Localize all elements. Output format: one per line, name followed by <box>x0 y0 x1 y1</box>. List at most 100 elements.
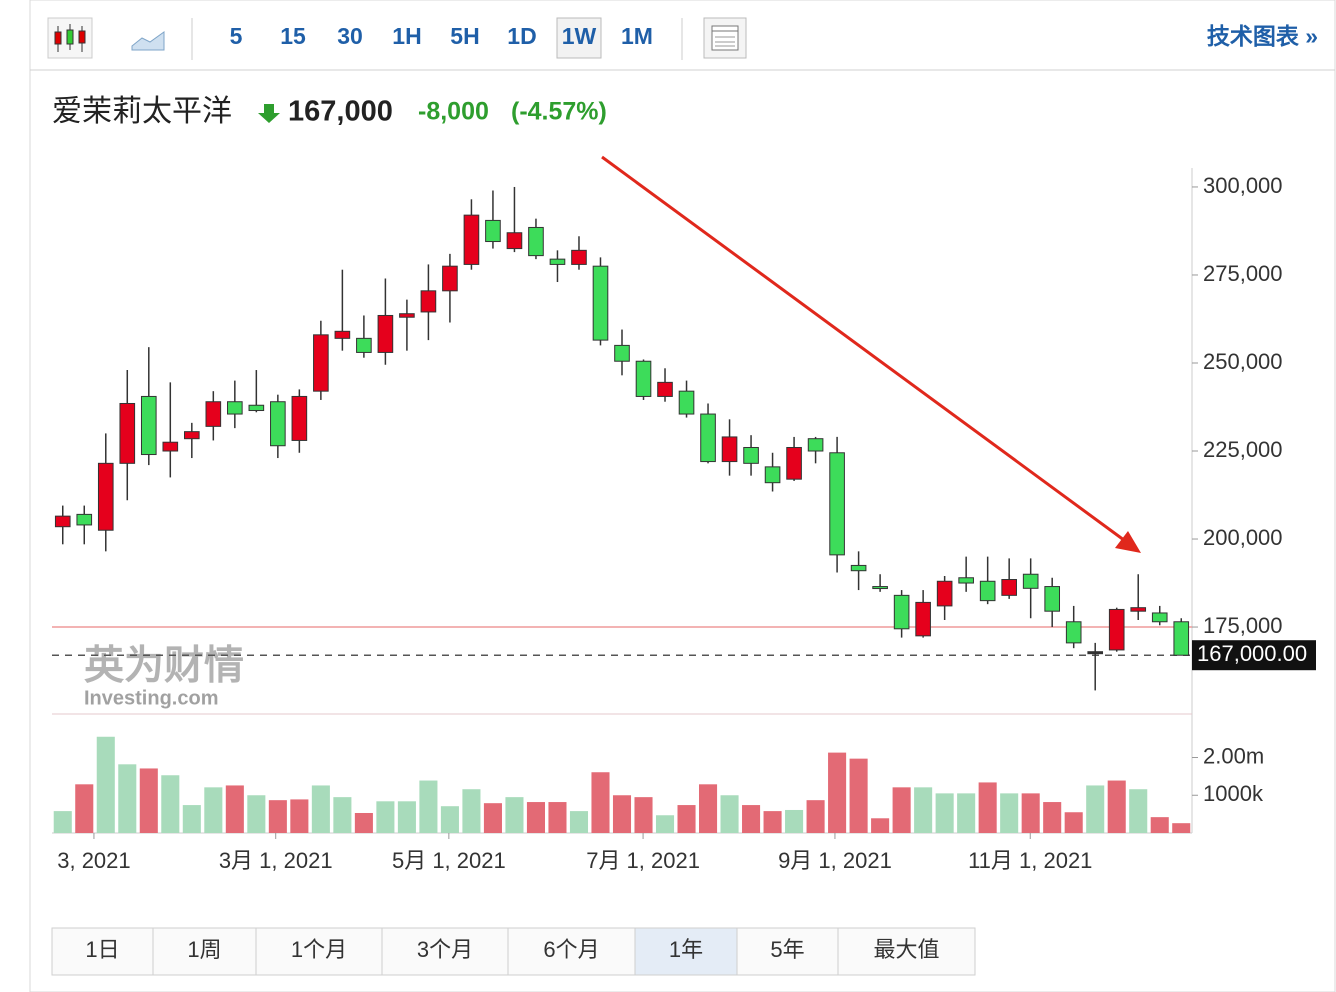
candle-body <box>807 438 824 452</box>
range-button[interactable] <box>381 927 509 976</box>
volume-bar <box>978 782 997 833</box>
volume-bar <box>139 768 158 833</box>
change: -8,000 <box>418 98 489 126</box>
candle-body <box>162 441 179 452</box>
volume-bar <box>720 795 739 833</box>
change-percent: (-4.57%) <box>511 98 607 126</box>
x-tick-label: 9月 1, 2021 <box>778 848 892 873</box>
volume-bar <box>397 801 416 833</box>
volume-bar <box>53 811 72 833</box>
x-tick-label: 7月 1, 2021 <box>586 848 700 873</box>
watermark-brand: 英为财情 <box>84 644 244 688</box>
interval-button[interactable]: 1D <box>507 23 536 49</box>
interval-button[interactable]: 30 <box>337 23 363 49</box>
candle-body <box>1044 586 1061 612</box>
volume-bar <box>1021 793 1040 833</box>
y-tick-label: 200,000 <box>1203 525 1283 550</box>
candle-body <box>786 446 802 480</box>
range-label[interactable]: 1日 <box>85 937 119 962</box>
volume-bar <box>440 806 459 833</box>
volume-bar <box>354 812 373 833</box>
candle-body <box>485 219 501 243</box>
panel <box>29 0 1336 992</box>
volume-bar <box>935 793 954 833</box>
volume-bar <box>828 752 847 833</box>
candle-body <box>205 401 222 427</box>
volume-bar <box>914 787 933 833</box>
range-label[interactable]: 1周 <box>187 937 221 962</box>
candle-body <box>571 249 587 265</box>
interval-button[interactable]: 5H <box>450 23 479 49</box>
interval-button[interactable]: 5 <box>230 23 243 49</box>
candle-body <box>936 580 953 607</box>
volume-bar <box>849 758 868 833</box>
candle-body <box>76 513 93 526</box>
candle-body <box>248 404 265 412</box>
candle-body <box>140 395 157 456</box>
volume-bar <box>75 784 94 833</box>
candle-body <box>850 564 867 572</box>
range-button[interactable] <box>152 927 257 976</box>
y-tick-label: 250,000 <box>1203 349 1283 374</box>
x-tick-label: 5月 1, 2021 <box>392 848 506 873</box>
range-button[interactable] <box>837 927 976 976</box>
last-price-box <box>1192 640 1316 671</box>
range-label[interactable]: 5年 <box>770 937 804 962</box>
volume-bar <box>591 772 610 833</box>
trend-arrowhead <box>1115 531 1141 553</box>
volume-bar <box>763 811 782 833</box>
interval-active-box <box>556 17 602 59</box>
candle-body <box>657 381 673 397</box>
volume-bar <box>268 800 287 833</box>
volume-bar <box>1172 823 1191 833</box>
range-label[interactable]: 1个月 <box>291 937 347 962</box>
range-label[interactable]: 6个月 <box>543 937 599 962</box>
candle-body <box>442 265 458 292</box>
range-button[interactable] <box>634 927 738 976</box>
candle-body <box>356 337 372 353</box>
volume-bar <box>526 802 545 833</box>
candle-body <box>463 214 480 265</box>
candle-body <box>979 580 996 602</box>
range-button[interactable] <box>507 927 636 976</box>
range-button[interactable] <box>51 927 154 976</box>
candle-body <box>1022 573 1039 589</box>
volume-bar <box>118 764 137 833</box>
volume-bar <box>785 809 804 833</box>
watermark-site: Investing.com <box>84 687 218 709</box>
candle-body <box>635 360 652 397</box>
interval-button[interactable]: 1H <box>392 23 421 49</box>
range-label[interactable]: 3个月 <box>417 937 473 962</box>
candle-body <box>915 601 931 637</box>
line-icon-button[interactable] <box>131 31 165 51</box>
candle-icon-button[interactable] <box>47 17 93 59</box>
candle-body <box>700 413 716 463</box>
y-tick-label: 225,000 <box>1203 437 1283 462</box>
y-tick-label: 275,000 <box>1203 261 1283 286</box>
candle-body <box>1065 621 1082 644</box>
candle-body <box>893 594 910 630</box>
volume-tick-label: 2.00m <box>1203 743 1264 768</box>
volume-bar <box>182 805 201 833</box>
volume-bar <box>483 803 502 833</box>
chart-link[interactable]: 技术图表 » <box>1207 23 1318 49</box>
volume-bar <box>892 787 911 833</box>
interval-button[interactable]: 1M <box>621 23 653 49</box>
candle-body <box>506 232 523 250</box>
range-label[interactable]: 最大值 <box>873 937 939 962</box>
trend-arrow <box>601 155 1129 545</box>
volume-bar <box>569 811 589 833</box>
candle-body <box>958 577 974 584</box>
interval-button[interactable]: 15 <box>280 23 306 49</box>
table-icon-button[interactable] <box>703 17 747 59</box>
candle-body <box>1087 651 1104 655</box>
interval-button[interactable]: 1W <box>562 23 597 49</box>
range-label[interactable]: 1年 <box>669 937 703 962</box>
volume-bar <box>1043 802 1062 833</box>
volume-bar <box>612 795 632 833</box>
candle-body <box>549 258 566 265</box>
volume-bar <box>957 793 976 833</box>
candle-body <box>119 402 136 464</box>
volume-bar <box>1107 780 1126 833</box>
